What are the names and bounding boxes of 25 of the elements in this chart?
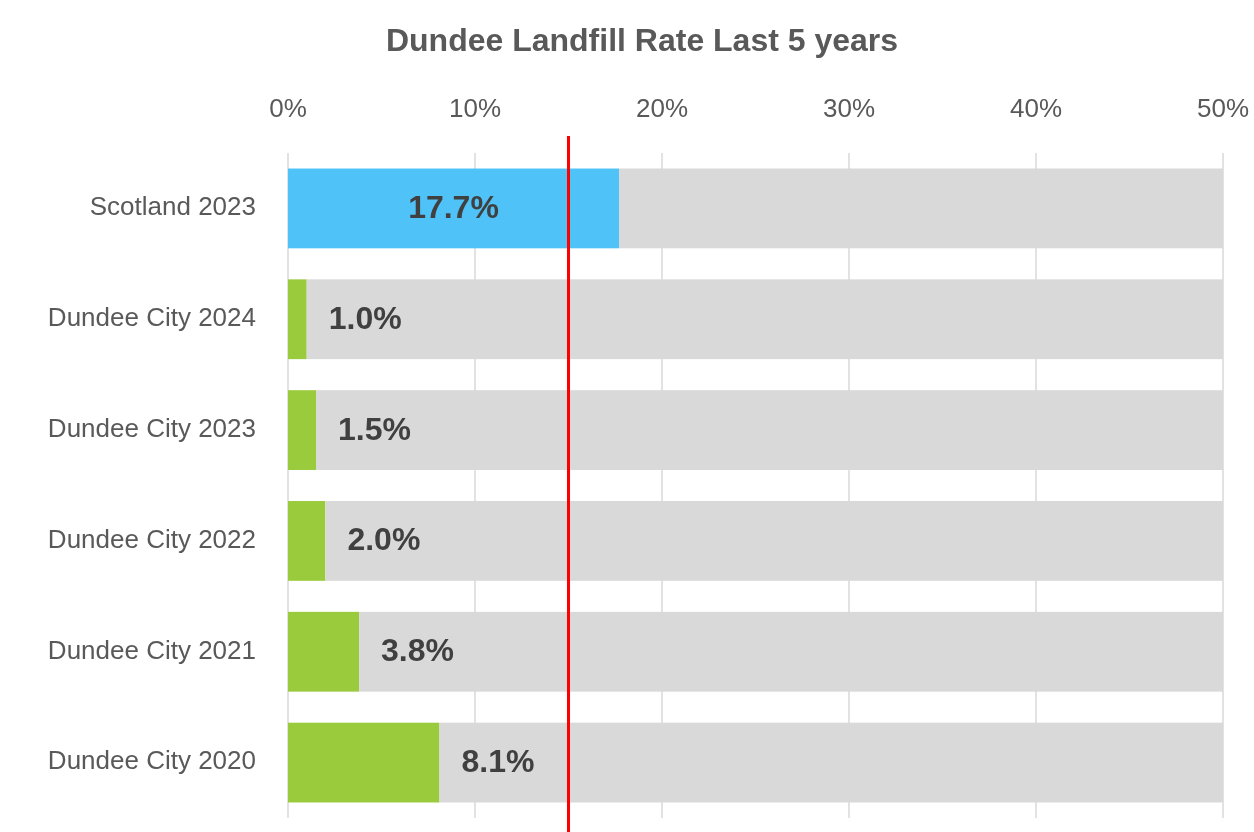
data-label: 3.8% <box>381 632 454 669</box>
y-tick-label: Dundee City 2022 <box>47 523 256 554</box>
bar <box>288 611 360 692</box>
x-tick-label: 0% <box>269 92 307 123</box>
y-tick-label: Scotland 2023 <box>89 191 256 222</box>
chart-title: Dundee Landfill Rate Last 5 years <box>385 22 899 59</box>
y-tick-label: Dundee City 2020 <box>47 745 256 776</box>
x-tick-label: 40% <box>1009 92 1063 123</box>
y-tick-label: Dundee City 2021 <box>47 634 256 665</box>
y-tick-label: Dundee City 2024 <box>47 302 256 333</box>
y-tick-label: Dundee City 2023 <box>47 412 256 443</box>
x-tick-label: 30% <box>822 92 876 123</box>
bar <box>288 390 317 470</box>
x-tick-label: 50% <box>1196 92 1250 123</box>
bar <box>288 501 326 581</box>
data-label: 1.0% <box>328 299 402 336</box>
data-label: 1.5% <box>338 410 411 447</box>
data-label: 8.1% <box>461 743 535 780</box>
bar <box>288 722 440 803</box>
data-label: 17.7% <box>408 188 499 225</box>
x-tick-label: 10% <box>448 92 502 123</box>
bar <box>288 279 307 360</box>
bar <box>288 168 619 249</box>
x-tick-label: 20% <box>635 92 689 123</box>
data-label: 2.0% <box>347 521 421 558</box>
